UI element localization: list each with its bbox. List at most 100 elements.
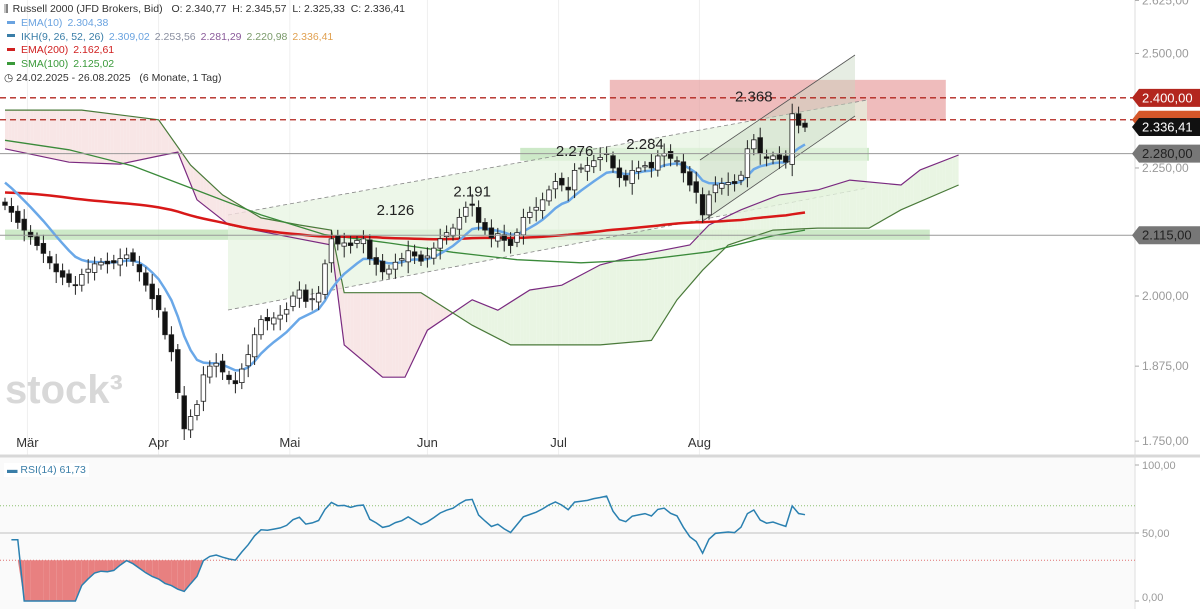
candle-up [85,268,91,273]
cloud-segment [520,294,524,345]
candle-down [47,256,53,264]
cloud-segment [117,114,121,165]
cloud-segment [72,110,76,163]
cloud-segment [129,116,133,163]
axis-tick-label: 2.250,00 [1142,161,1189,175]
cloud-segment [440,304,444,322]
cloud-segment [494,308,498,339]
axis-tick-label: 1.875,00 [1142,359,1189,373]
cloud-segment [481,303,485,332]
cloud-segment [721,217,725,252]
cloud-segment [597,264,601,345]
cloud-segment [501,306,505,342]
cloud-segment [664,249,668,320]
cloud-segment [913,172,917,205]
candle-down [15,210,21,223]
candle-up [463,206,469,217]
candle-down [21,218,27,231]
candle-up [187,416,194,431]
candles-icon: ⫼ [4,4,9,15]
cloud-segment [558,285,562,345]
candle-up [437,238,443,249]
cloud-segment [907,177,911,208]
cloud-segment [542,287,546,345]
month-label: Aug [688,435,711,450]
candle-down [2,201,8,206]
cloud-segment [344,292,348,348]
cloud-segment [309,226,313,242]
cloud-segment [465,301,469,324]
cloud-segment [75,110,79,163]
cloud-segment [85,110,89,163]
candle-up [328,238,335,264]
cloud-segment [622,258,626,343]
cloud-segment [101,112,105,164]
month-label: Mär [16,435,39,450]
cloud-segment [853,180,857,229]
price-levels: 2.400,00 2.336,41 2.280,00 2.115,00 [0,88,1200,245]
rsi-swatch: ▬ [7,464,21,476]
rsi-panel[interactable]: 100,00 50,00 0,00 [0,460,1176,604]
rsi-oversold-fill [177,560,185,592]
cloud-segment [216,188,220,218]
cloud-segment [785,193,789,230]
candle-up [194,404,200,416]
cloud-segment [888,183,892,218]
cloud-segment [507,302,511,345]
rsi-oversold-fill [165,560,172,586]
candle-down [34,236,40,246]
candle-up [546,189,552,202]
cloud-segment [504,304,508,344]
cloud-segment [942,159,946,192]
candle-up [655,155,661,171]
cloud-segment [952,156,956,188]
cloud-segment [373,292,377,372]
candle-up [79,274,85,286]
cloud-segment [459,306,463,320]
cloud-segment [910,174,914,206]
candle-up [200,374,207,402]
cloud-segment [657,250,661,331]
candle-up [239,368,245,383]
cloud-segment [843,181,847,229]
cloud-segment [577,275,581,345]
legend-period: ◷ 24.02.2025 - 26.08.2025 (6 Monate, 1 Ta… [4,71,222,84]
cloud-segment [869,181,873,229]
cloud-segment [561,283,565,345]
cloud-segment [24,110,28,154]
cloud-segment [491,307,495,337]
cloud-segment [584,271,588,345]
cloud-segment [264,218,268,233]
candle-up [578,167,584,170]
candle-up [207,365,213,378]
candle-down [475,207,482,223]
cloud-segment [254,214,258,231]
cloud-segment [136,116,140,161]
cloud-segment [891,184,895,216]
cloud-segment [398,292,402,378]
indicator-swatch [7,61,15,65]
cloud-segment [705,224,709,268]
cloud-segment [350,292,354,353]
steep-channel-upper [699,54,856,161]
indicator-value: 2.336,41 [292,30,334,43]
cloud-segment [97,112,101,164]
candle-up [117,258,123,266]
cloud-segment [824,186,828,229]
cloud-segment [808,190,812,229]
candle-up [744,148,751,178]
cloud-segment [267,219,271,234]
cloud-segment [929,164,933,198]
cloud-segment [936,162,940,195]
cloud-segment [376,292,380,375]
cloud-segment [11,110,15,151]
cloud-segment [933,163,937,196]
cloud-segment [616,259,620,344]
candle-up [591,160,597,168]
cloud-segment [517,296,521,345]
ichimoku-span-b [5,109,959,346]
cloud-segment [46,110,50,159]
candle-up [386,268,392,275]
cloud-segment [145,118,149,159]
